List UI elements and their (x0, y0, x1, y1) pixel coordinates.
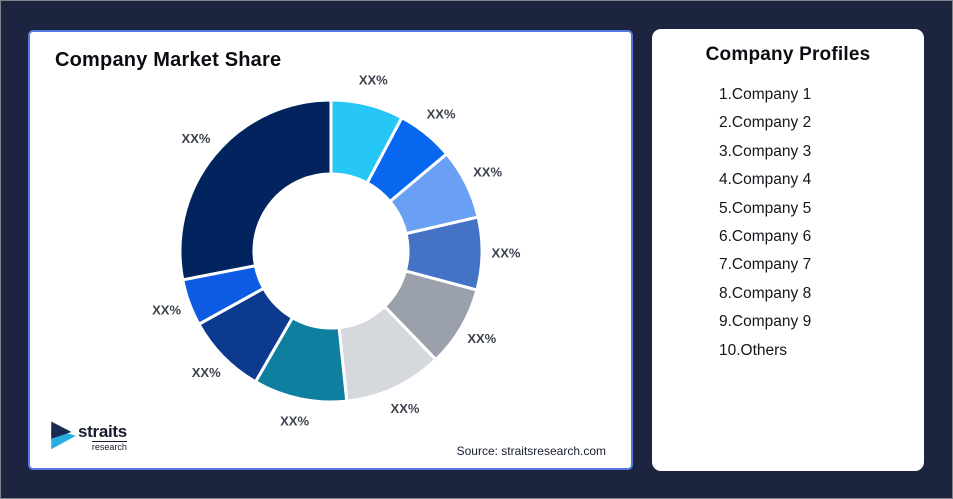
slice-label-company-3: XX% (473, 164, 502, 179)
slice-label-others: XX% (182, 131, 211, 146)
slice-label-company-6: XX% (391, 401, 420, 416)
logo-name: straits (78, 422, 127, 441)
list-item: 3.Company 3 (719, 142, 812, 160)
list-item: 7.Company 7 (719, 256, 812, 274)
list-item: 4.Company 4 (719, 171, 812, 189)
list-item: 8.Company 8 (719, 284, 812, 302)
source-text: Source: straitsresearch.com (456, 444, 606, 458)
slice-label-company-1: XX% (359, 73, 388, 88)
logo-text: straits research (78, 423, 127, 452)
chart-title: Company Market Share (55, 49, 282, 71)
slice-label-company-5: XX% (467, 331, 496, 346)
straits-research-logo: straits research (49, 420, 127, 452)
company-profiles-list: 1.Company 1 2.Company 2 3.Company 3 4.Compa… (719, 81, 924, 365)
market-share-card: Company Market Share XX% XX% XX% XX% XX% XX% X… (28, 30, 633, 470)
slice-label-company-8: XX% (192, 365, 221, 380)
straits-logo-icon (51, 421, 76, 450)
slice-label-company-4: XX% (492, 246, 521, 261)
slice-label-company-7: XX% (280, 414, 309, 429)
donut-slice-others (178, 98, 333, 282)
company-profiles-card: Company Profiles 1.Company 1 2.Company 2 3… (652, 29, 924, 471)
list-item: 2.Company 2 (719, 114, 812, 132)
donut-chart: XX% XX% XX% XX% XX% XX% XX% XX% XX% XX% (152, 73, 521, 429)
slice-label-company-9: XX% (152, 302, 181, 317)
slice-label-company-2: XX% (427, 106, 456, 121)
logo-subtitle: research (91, 441, 127, 452)
profiles-title: Company Profiles (705, 44, 871, 65)
list-item: 1.Company 1 (719, 86, 812, 103)
list-item: 5.Company 5 (719, 199, 812, 217)
list-item: 6.Company 6 (719, 228, 812, 246)
list-item: 9.Company 9 (719, 313, 812, 331)
list-item: 10.Others (719, 341, 788, 359)
